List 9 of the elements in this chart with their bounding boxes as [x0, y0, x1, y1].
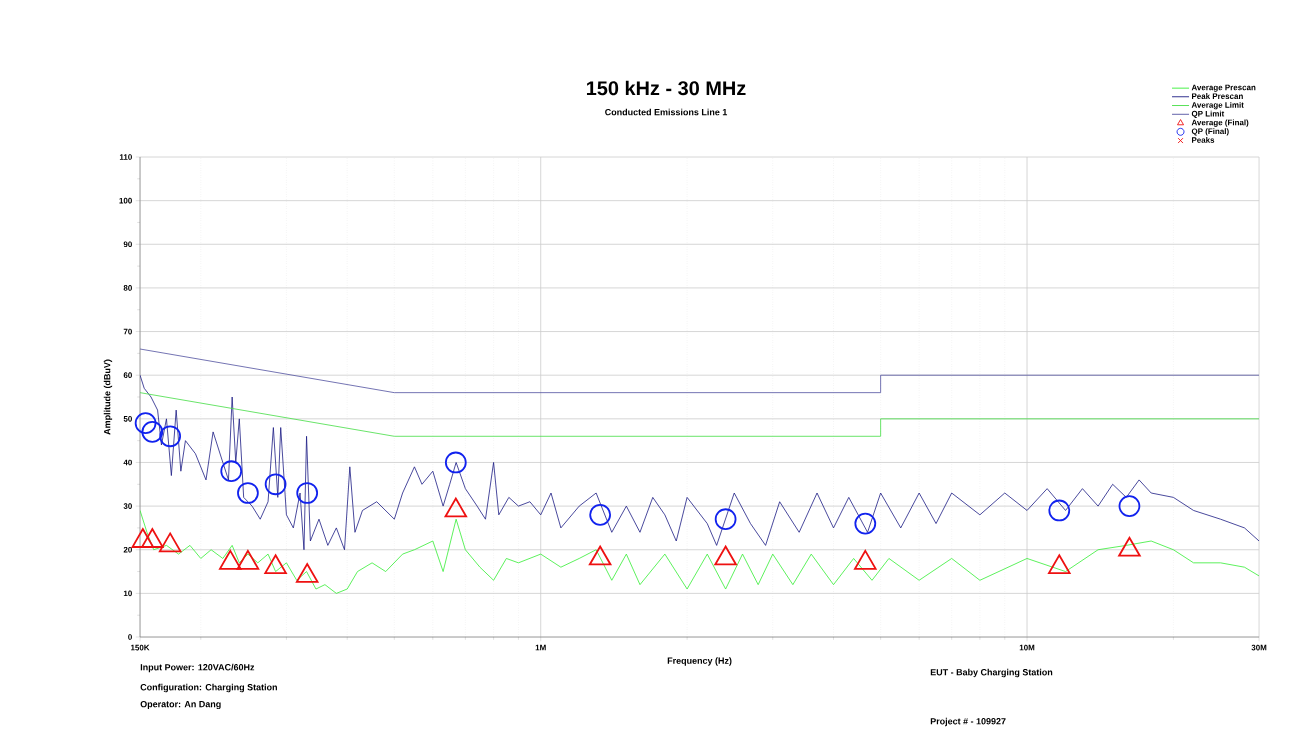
text: EUT - Baby Charging Station	[930, 668, 1053, 678]
text: Input Power: 120VAC/60Hz	[140, 663, 255, 673]
chart-title: 150 kHz - 30 MHz	[586, 80, 746, 96]
y-axis-title: Amplitude (dBuV)	[103, 359, 113, 435]
text: Project # - 109927	[930, 717, 1006, 727]
x-axis-title: Frequency (Hz)	[667, 657, 732, 666]
text: Configuration: Charging Station	[140, 683, 277, 693]
chart-subtitle: Conducted Emissions Line 1	[605, 108, 728, 116]
text: Operator: An Dang	[140, 700, 221, 710]
